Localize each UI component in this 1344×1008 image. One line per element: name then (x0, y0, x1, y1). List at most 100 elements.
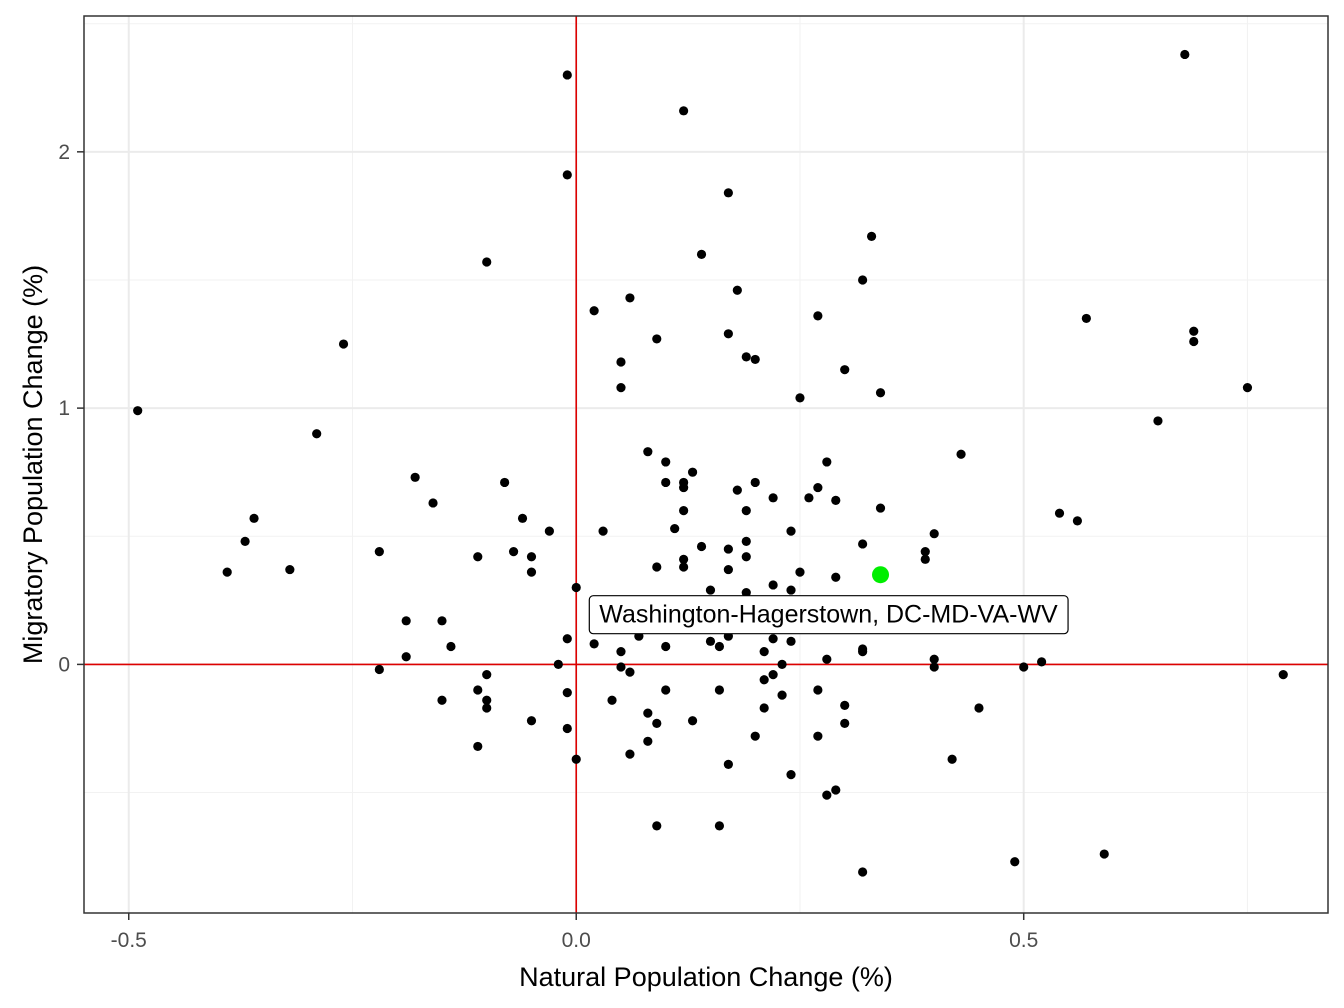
data-point (768, 580, 778, 590)
data-point (562, 687, 572, 698)
data-point (858, 646, 868, 657)
data-point (643, 736, 653, 746)
data-point (562, 170, 572, 180)
y-tick-label: 1 (58, 397, 70, 420)
data-point (616, 357, 626, 367)
data-point (652, 334, 662, 344)
data-point (866, 231, 877, 242)
y-tick-label: 0 (58, 653, 70, 676)
data-point (696, 541, 707, 552)
data-point (920, 547, 930, 557)
y-axis-title: Migratory Population Change (%) (18, 265, 48, 664)
data-point (929, 662, 939, 672)
y-tick-label: 2 (58, 141, 70, 164)
data-point (822, 654, 832, 664)
data-point (661, 641, 671, 652)
data-point (437, 695, 447, 705)
data-point (526, 567, 537, 577)
data-point (723, 329, 733, 339)
highlight-point[interactable] (872, 566, 890, 584)
data-point (813, 731, 823, 741)
data-point (1099, 849, 1109, 859)
data-point (858, 275, 868, 285)
data-point (831, 495, 841, 505)
data-point (696, 249, 707, 259)
data-point (240, 536, 250, 546)
data-point (625, 667, 635, 677)
data-point (285, 564, 295, 575)
data-point (777, 690, 787, 700)
data-point (652, 821, 662, 831)
data-point (840, 718, 850, 728)
data-point (553, 659, 563, 670)
data-point (947, 754, 957, 764)
callout-label: Washington-Hagerstown, DC-MD-VA-WV (599, 601, 1058, 629)
data-point (437, 616, 447, 626)
data-point (786, 526, 796, 536)
data-point (723, 188, 733, 198)
data-point (679, 106, 689, 116)
x-tick-label: 0.5 (1009, 929, 1038, 952)
data-points (133, 49, 1288, 877)
data-point (741, 588, 751, 598)
data-point (929, 654, 939, 664)
data-point (813, 685, 823, 695)
data-point (875, 503, 886, 513)
data-point (705, 585, 716, 595)
data-point (822, 790, 832, 800)
data-point (795, 393, 805, 403)
data-point (714, 685, 725, 695)
data-point (687, 467, 698, 477)
data-point (840, 700, 850, 711)
data-point (428, 498, 438, 508)
data-point (1242, 383, 1253, 393)
data-point (750, 731, 760, 741)
data-point (1072, 516, 1083, 526)
data-point (1153, 416, 1163, 426)
data-point (446, 641, 456, 652)
data-point (804, 493, 814, 503)
data-point (338, 339, 349, 349)
data-point (589, 306, 599, 316)
data-point (312, 429, 322, 439)
highlight-layer: Washington-Hagerstown, DC-MD-VA-WV (588, 566, 1069, 635)
data-point (732, 485, 742, 495)
data-point (723, 564, 733, 575)
data-point (1037, 657, 1047, 667)
data-point (598, 526, 608, 536)
data-point (679, 562, 689, 572)
data-point (920, 554, 930, 564)
data-point (1019, 662, 1029, 672)
data-point (1010, 857, 1020, 867)
data-point (482, 703, 492, 713)
data-point (670, 523, 680, 534)
data-point (741, 536, 751, 546)
data-point (625, 293, 635, 303)
data-point (401, 652, 411, 662)
data-point (661, 685, 671, 695)
data-point (473, 741, 483, 752)
data-point (401, 616, 411, 626)
data-point (652, 562, 662, 572)
x-tick-label: 0.0 (562, 929, 591, 952)
data-point (571, 754, 581, 764)
data-point (822, 457, 832, 467)
data-point (759, 703, 769, 713)
data-point (723, 544, 733, 554)
data-point (1278, 670, 1288, 680)
y-axis: 0 1 2 (58, 141, 84, 676)
data-point (1189, 336, 1199, 347)
data-point (768, 493, 778, 503)
data-point (732, 285, 742, 295)
data-point (482, 257, 492, 267)
data-point (679, 482, 689, 493)
plot-panel-background (84, 16, 1328, 913)
data-point (786, 770, 796, 780)
data-point (875, 388, 886, 398)
data-point (768, 634, 778, 644)
data-point (562, 70, 572, 80)
data-point (750, 354, 760, 365)
highlight-callout: Washington-Hagerstown, DC-MD-VA-WV (588, 595, 1069, 635)
data-point (616, 646, 626, 657)
data-point (813, 482, 823, 493)
